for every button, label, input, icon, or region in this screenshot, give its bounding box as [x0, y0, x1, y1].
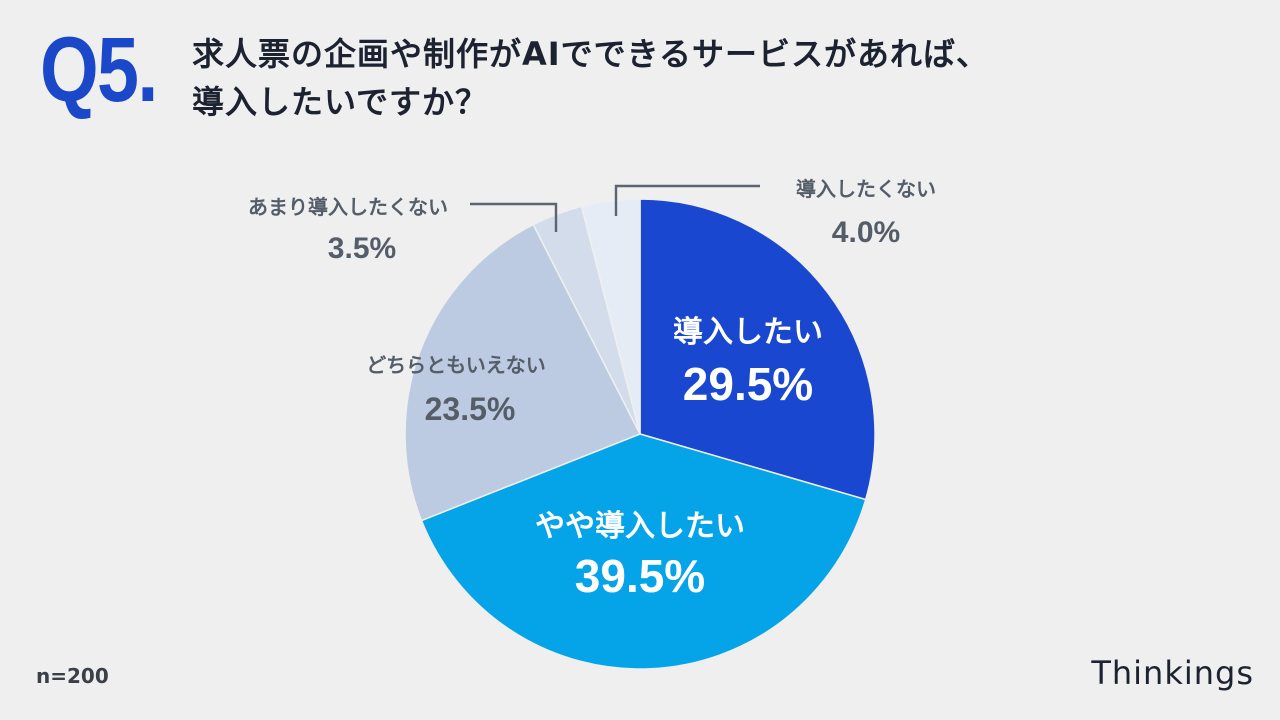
pie-slices [404, 198, 876, 670]
question-title-line-2: 導入したいですか？ [192, 83, 489, 121]
slice-somewhat-want-label: やや導入したい [535, 509, 745, 544]
slice-somewhat-want-value: 39.5% [575, 550, 705, 602]
slice-not-want [580, 198, 641, 435]
slice-want-value: 29.5% [683, 358, 813, 410]
slice-want-label: 導入したい [673, 315, 823, 350]
slice-not-want-value: 4.0% [832, 216, 900, 249]
sample-size: n=200 [36, 664, 109, 688]
leader-line-not-want [614, 184, 760, 216]
brand-logo: Thinkings [1091, 654, 1254, 692]
slice-somewhat-want [420, 433, 867, 670]
leader-line-rather-not [470, 202, 558, 232]
question-title-line-1: 求人票の企画や制作がAIでできるサービスがあれば、 [192, 35, 990, 73]
slice-rather-not-value: 3.5% [328, 232, 396, 265]
slice-neutral-value: 23.5% [425, 391, 516, 427]
question-number: Q5. [40, 19, 158, 121]
slice-want [639, 198, 876, 501]
slice-not-want-label: 導入したくない [796, 177, 936, 201]
slice-rather-not-label: あまり導入したくない [248, 195, 448, 219]
question-title: 求人票の企画や制作がAIでできるサービスがあれば、 導入したいですか？ [192, 30, 989, 126]
slice-neutral-label: どちらともいえない [366, 353, 546, 377]
pie-labels: 導入したい 29.5% やや導入したい 39.5% どちらともいえない 23.5% あまり導… [248, 177, 936, 602]
slice-neutral [404, 223, 642, 522]
